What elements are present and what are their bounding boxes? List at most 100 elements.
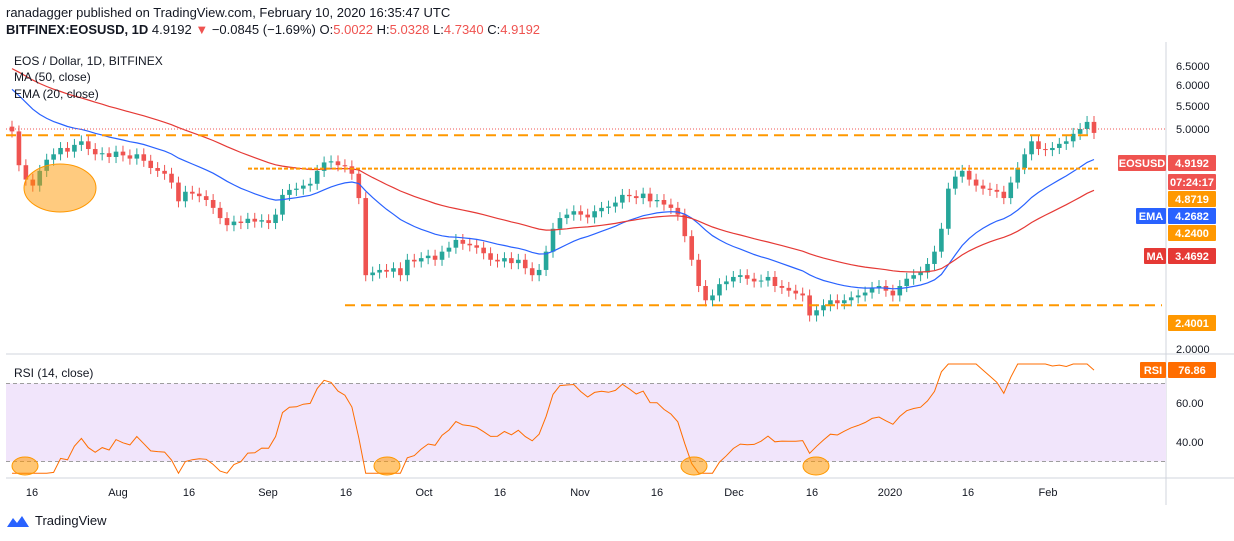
time-tick-label: 16 [962, 487, 974, 499]
candle-body [557, 218, 563, 229]
candle-body [599, 207, 604, 212]
candle-body [190, 191, 195, 194]
time-tick-label: 2020 [878, 487, 902, 499]
open-value: 5.0022 [333, 22, 374, 37]
candle-body [932, 251, 937, 264]
candle-body [72, 144, 77, 152]
candle-body [370, 272, 375, 276]
candle-body [522, 259, 528, 269]
rsi-highlight-ellipse [11, 456, 39, 476]
ema-line [11, 88, 1095, 290]
candle-body [425, 255, 431, 259]
candle-body [65, 147, 70, 152]
candle-body [987, 188, 993, 190]
candle-body [751, 278, 757, 282]
high-value: 5.0328 [389, 22, 430, 37]
candle-body [1001, 191, 1007, 199]
legend-ma: MA (50, close) [14, 70, 91, 84]
candle-body [737, 275, 743, 277]
brand: TradingView [35, 513, 107, 528]
high-label: H: [376, 22, 390, 37]
candle-body [758, 280, 764, 282]
candle-body [592, 211, 597, 218]
candle-body [682, 214, 688, 237]
candle-body [772, 276, 778, 287]
candle-body [689, 236, 695, 260]
candle-body [363, 198, 369, 276]
candle-body [307, 183, 313, 186]
candle-body [536, 269, 542, 276]
candle-body [481, 247, 486, 254]
ema-value-badge: 4.2682 [1175, 211, 1209, 223]
candle-body [467, 243, 473, 246]
ma-value-badge-bg [1168, 248, 1216, 264]
rsi-highlight-ellipse [373, 456, 401, 476]
candle-body [120, 151, 126, 156]
candle-body [439, 251, 445, 260]
candle-body [301, 185, 306, 189]
candle-body [495, 259, 500, 262]
candle-body [904, 278, 910, 287]
candle-body [176, 182, 181, 202]
candle-body [405, 259, 410, 276]
candle-body [717, 284, 722, 296]
candle-body [398, 268, 403, 276]
candle-body [391, 268, 396, 272]
candle-body [862, 292, 868, 296]
candle-body [58, 147, 63, 155]
candle-body [696, 259, 701, 287]
ma-name-badge: MA [1146, 251, 1163, 263]
down-arrow-icon: ▼ [195, 22, 209, 37]
close-label: C: [487, 22, 501, 37]
candle-body [273, 214, 278, 224]
candle-body [821, 305, 826, 311]
candle-body [79, 141, 84, 145]
candle-body [488, 253, 493, 260]
candle-body [585, 214, 590, 218]
level-low-badge-bg [1168, 315, 1216, 331]
candle-body [710, 295, 715, 301]
time-tick-label: 16 [494, 487, 506, 499]
candle-body [509, 258, 514, 264]
candle-body [23, 165, 29, 180]
candle-body [890, 290, 896, 296]
price-tick-label: 5.5000 [1176, 101, 1210, 113]
candle-body [994, 189, 1000, 192]
candle-body [911, 275, 916, 279]
rsi-highlight-ellipse [680, 456, 708, 476]
candle-body [925, 263, 930, 273]
candle-body [980, 185, 986, 189]
time-tick-label: Aug [108, 487, 128, 499]
level-low-badge: 2.4001 [1175, 318, 1209, 330]
time-tick-label: 16 [183, 487, 195, 499]
candle-body [779, 286, 785, 288]
rsi-tick-label: 60.00 [1176, 398, 1204, 410]
candle-body [502, 258, 507, 262]
candle-body [855, 295, 861, 298]
candle-body [835, 300, 840, 304]
candle-body [613, 202, 618, 207]
candle-body [1015, 168, 1021, 183]
candle-body [203, 196, 209, 200]
candle-body [287, 189, 292, 195]
price-tick-label: 6.5000 [1176, 61, 1210, 73]
level-high-badge: 4.8719 [1175, 194, 1209, 206]
candle-body [1077, 128, 1083, 134]
candle-body [959, 170, 965, 177]
time-tick-label: 16 [340, 487, 352, 499]
candle-body [217, 207, 223, 219]
candle-body [432, 255, 438, 260]
candle-body [169, 173, 174, 183]
candle-body [141, 154, 147, 161]
close-value: 4.9192 [500, 22, 541, 37]
candle-body [224, 218, 230, 226]
candle-body [99, 153, 105, 155]
candle-body [155, 168, 160, 171]
legend-ema: EMA (20, close) [14, 87, 99, 101]
countdown-badge-bg [1168, 174, 1216, 190]
candle-body [411, 259, 417, 262]
candle-body [814, 310, 819, 316]
candle-body [134, 154, 140, 159]
candle-body [848, 297, 854, 301]
